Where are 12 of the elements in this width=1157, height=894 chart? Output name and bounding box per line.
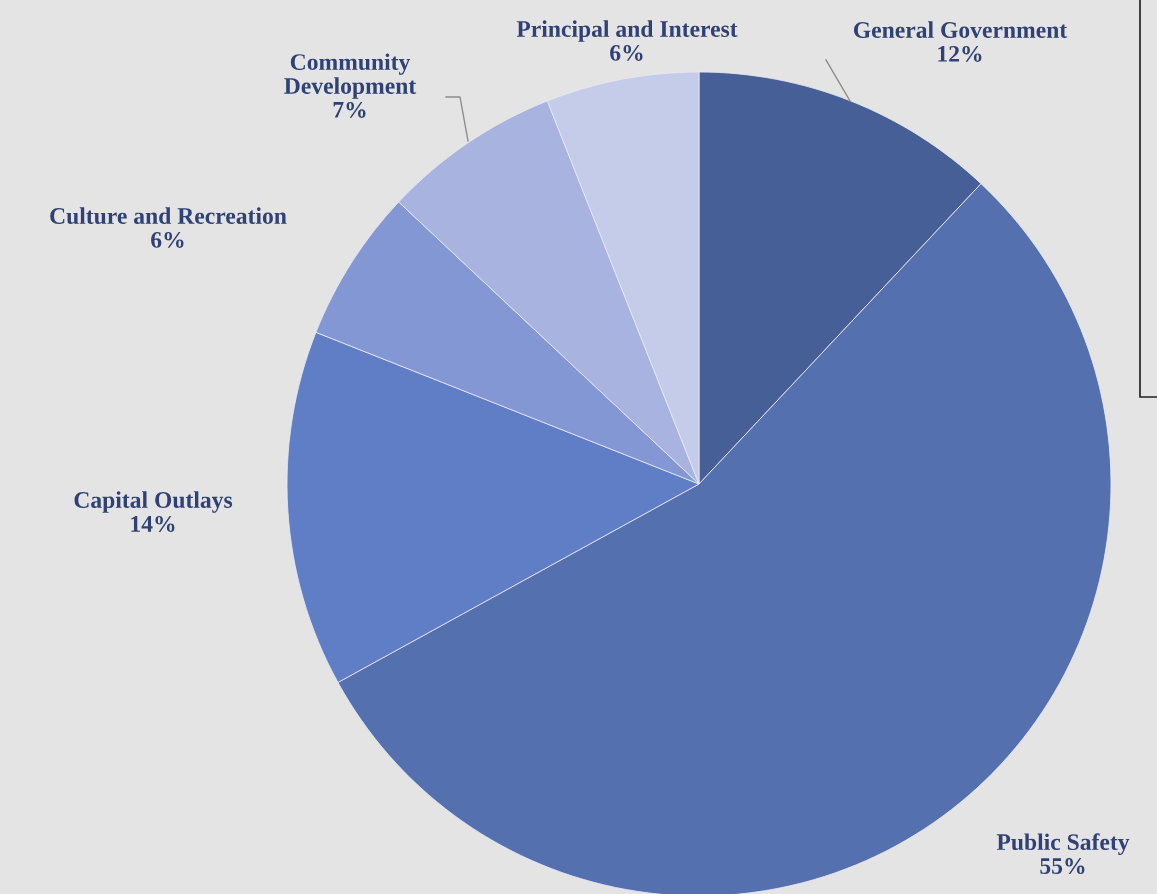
data-label: 6% bbox=[610, 44, 643, 61]
slice-label: General Government bbox=[853, 21, 1068, 38]
data-label: 12% bbox=[938, 45, 982, 62]
slice-label: Culture and Recreation bbox=[50, 207, 287, 225]
slice-label: Principal and Interest bbox=[516, 20, 738, 42]
slice-label: Capital Outlays bbox=[74, 491, 233, 513]
data-label: 14% bbox=[131, 515, 175, 532]
data-label: 7% bbox=[333, 101, 366, 118]
data-label: 6% bbox=[151, 231, 184, 248]
slice-label: Community Development bbox=[284, 53, 417, 99]
slice-label: Public Safety bbox=[996, 833, 1130, 855]
data-label: 55% bbox=[1040, 858, 1085, 875]
